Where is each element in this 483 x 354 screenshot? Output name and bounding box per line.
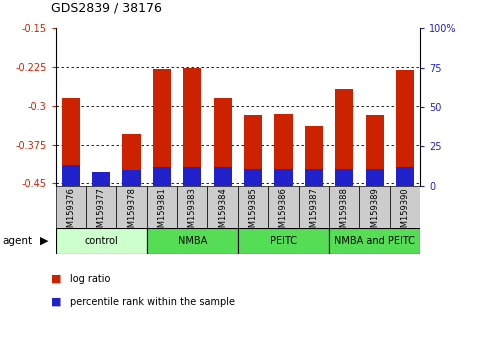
Text: ■: ■ [51, 297, 61, 307]
Bar [396, 167, 414, 186]
Text: GSM159376: GSM159376 [66, 188, 75, 239]
Text: agent: agent [2, 236, 32, 246]
Bar [305, 169, 323, 186]
Bar [62, 98, 80, 186]
Bar [329, 186, 359, 228]
Bar [366, 115, 384, 186]
Text: GSM159390: GSM159390 [400, 188, 410, 238]
Bar [56, 186, 86, 228]
Bar [122, 134, 141, 186]
Bar [396, 70, 414, 186]
Bar [116, 186, 147, 228]
Text: GSM159389: GSM159389 [370, 188, 379, 238]
Bar [329, 228, 420, 254]
Text: GSM159388: GSM159388 [340, 188, 349, 239]
Bar [274, 169, 293, 186]
Bar [213, 98, 232, 186]
Text: GSM159377: GSM159377 [97, 188, 106, 239]
Bar [238, 186, 268, 228]
Bar [359, 186, 390, 228]
Bar [305, 126, 323, 186]
Bar [238, 228, 329, 254]
Text: percentile rank within the sample: percentile rank within the sample [70, 297, 235, 307]
Bar [268, 186, 298, 228]
Bar [147, 228, 238, 254]
Text: GSM159378: GSM159378 [127, 188, 136, 239]
Text: GSM159386: GSM159386 [279, 188, 288, 239]
Bar [274, 114, 293, 186]
Bar [390, 186, 420, 228]
Text: PEITC: PEITC [270, 236, 297, 246]
Text: log ratio: log ratio [70, 274, 111, 284]
Text: ■: ■ [51, 274, 61, 284]
Bar [244, 115, 262, 186]
Bar [335, 169, 354, 186]
Text: control: control [84, 236, 118, 246]
Bar [153, 167, 171, 186]
Text: ▶: ▶ [40, 236, 49, 246]
Text: GSM159383: GSM159383 [188, 188, 197, 239]
Text: GSM159387: GSM159387 [309, 188, 318, 239]
Bar [244, 169, 262, 186]
Text: GSM159385: GSM159385 [249, 188, 257, 238]
Bar [92, 172, 110, 186]
Bar [366, 169, 384, 186]
Bar [213, 167, 232, 186]
Bar [335, 89, 354, 186]
Bar [208, 186, 238, 228]
Bar [147, 186, 177, 228]
Bar [122, 170, 141, 186]
Bar [62, 165, 80, 186]
Bar [177, 186, 208, 228]
Bar [153, 69, 171, 186]
Text: GSM159384: GSM159384 [218, 188, 227, 238]
Text: NMBA: NMBA [178, 236, 207, 246]
Bar [183, 167, 201, 186]
Bar [92, 176, 110, 186]
Bar [183, 68, 201, 186]
Bar [298, 186, 329, 228]
Text: NMBA and PEITC: NMBA and PEITC [334, 236, 415, 246]
Text: GDS2839 / 38176: GDS2839 / 38176 [51, 1, 162, 14]
Bar [56, 228, 147, 254]
Text: GSM159381: GSM159381 [157, 188, 167, 238]
Bar [86, 186, 116, 228]
